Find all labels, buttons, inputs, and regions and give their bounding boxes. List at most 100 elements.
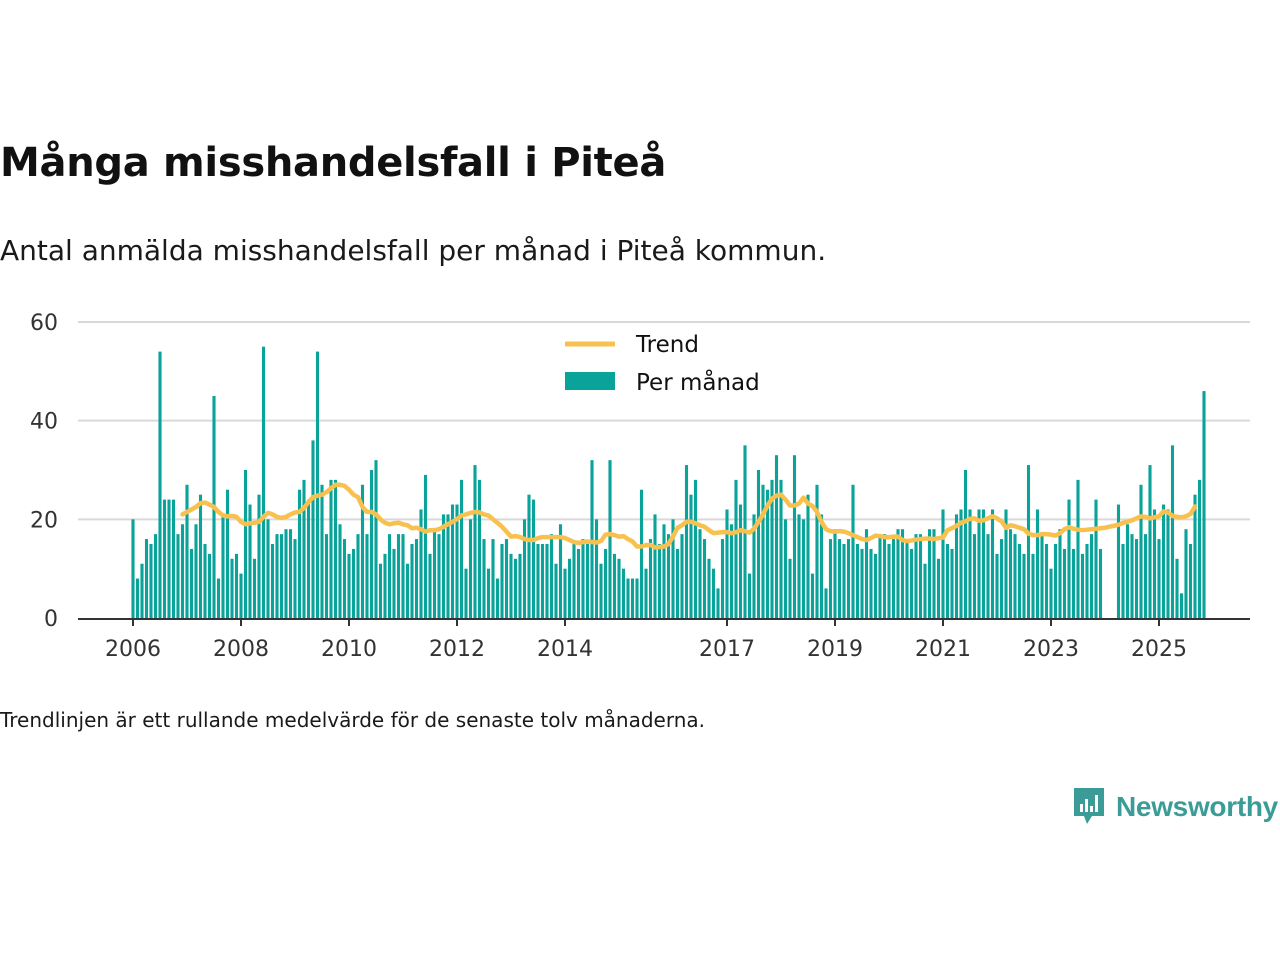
bar (1139, 484, 1143, 618)
bar (864, 529, 869, 618)
bar (1197, 479, 1202, 618)
bar (135, 578, 140, 618)
bar (608, 460, 612, 618)
bar (563, 568, 567, 618)
bar (1085, 544, 1089, 618)
bar (284, 529, 288, 618)
bar (1089, 534, 1094, 618)
bar (716, 588, 720, 618)
bar (378, 563, 383, 618)
bar (675, 548, 680, 618)
bar (1067, 499, 1071, 618)
bar (684, 465, 689, 618)
bar (779, 479, 783, 618)
bar (1130, 534, 1134, 618)
bar (338, 524, 342, 618)
bar (977, 509, 981, 618)
bar (918, 534, 923, 618)
bar (720, 539, 725, 618)
x-tick-label: 2019 (807, 637, 863, 662)
bar-series (131, 346, 1206, 618)
bar (572, 544, 576, 618)
bar (504, 539, 509, 618)
bar (576, 548, 581, 618)
bar (1017, 544, 1022, 618)
bar (1184, 529, 1188, 618)
bar (662, 524, 666, 618)
bar (540, 544, 545, 618)
bar (279, 534, 284, 618)
bar-chart: 0 20 40 60 2006 2008 2010 2012 2014 2017 2019 2021… (30, 311, 1250, 662)
bar (477, 479, 482, 618)
x-tick-label: 2010 (321, 637, 377, 662)
bar (176, 534, 180, 618)
bar (963, 470, 968, 618)
bar (824, 588, 828, 618)
bar (446, 514, 450, 618)
bar (423, 474, 428, 618)
bar (387, 534, 392, 618)
bar (257, 494, 261, 618)
bar (149, 544, 153, 618)
bar (144, 539, 149, 618)
bar (243, 470, 248, 618)
bar (428, 553, 432, 618)
bar (630, 578, 635, 618)
bar (351, 548, 356, 618)
bar (954, 514, 959, 618)
bar (1076, 479, 1080, 618)
bar (1170, 445, 1175, 618)
bar (842, 544, 846, 618)
bar (432, 529, 437, 618)
bar (131, 519, 135, 618)
bar (788, 558, 792, 618)
bar (185, 484, 189, 618)
bar (189, 548, 194, 618)
bar (900, 529, 905, 618)
bar (581, 539, 585, 618)
chart-title: Många misshandelsfall i Piteå (0, 140, 667, 186)
bar (594, 519, 599, 618)
bar (1157, 539, 1161, 618)
bar (567, 558, 572, 618)
bar (536, 544, 540, 618)
bar (297, 489, 302, 618)
bar (239, 573, 243, 618)
bar (356, 534, 360, 618)
legend-trend-label: Trend (635, 332, 699, 358)
bar (1013, 534, 1017, 618)
bar (653, 514, 657, 618)
bar (702, 539, 707, 618)
bar (162, 499, 167, 618)
bar (1026, 465, 1031, 618)
bar (320, 484, 324, 618)
bar (635, 578, 639, 618)
bar (936, 558, 941, 618)
bar (365, 534, 369, 618)
bar (869, 548, 873, 618)
bar (1040, 534, 1044, 618)
x-tick-label: 2023 (1023, 637, 1079, 662)
bar (905, 539, 909, 618)
bar (1071, 548, 1076, 618)
bar (266, 519, 270, 618)
bar (486, 568, 491, 618)
bar (437, 534, 441, 618)
bar (261, 346, 266, 618)
bar (738, 504, 743, 618)
brand-name: Newsworthy (1116, 791, 1278, 822)
bar (806, 494, 810, 618)
bar (729, 524, 734, 618)
bar (288, 529, 293, 618)
bar (293, 539, 297, 618)
bar (522, 519, 527, 618)
bar (275, 534, 279, 618)
bar (315, 351, 320, 618)
bar (783, 519, 788, 618)
bar (1094, 499, 1098, 618)
bar (932, 529, 936, 618)
bar (1058, 529, 1062, 618)
bar (360, 484, 365, 618)
bar (801, 519, 806, 618)
bar (927, 529, 932, 618)
